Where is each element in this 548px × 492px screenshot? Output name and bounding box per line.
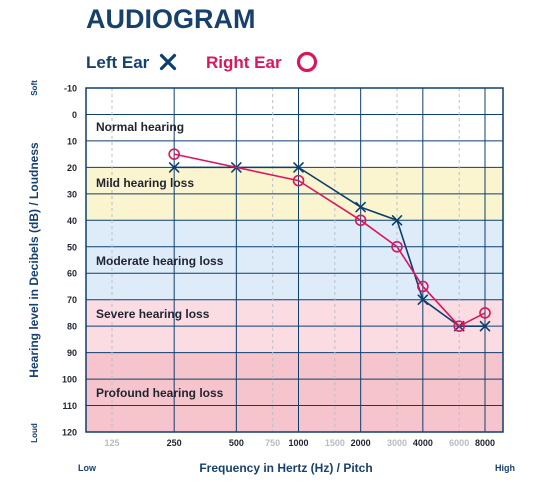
series-0-point-7-stroke-b [479,320,491,332]
series-0-point-0-stroke-b [168,162,180,173]
legend: Left Ear Right Ear [86,51,318,73]
x-tick-label-1: 250 [167,438,182,448]
y-tick-label-10: 90 [67,348,77,358]
series-0-point-0 [168,162,180,173]
y-tick-label-9: 80 [67,322,77,332]
x-axis-high-label: High [495,463,515,473]
y-tick-label-4: 30 [67,189,77,199]
series-line-0 [174,166,485,327]
x-tick-label-9: 6000 [449,438,469,448]
band-label-1: Mild hearing loss [96,176,194,190]
band-label-2: Moderate hearing loss [96,254,224,268]
x-axis-label: Frequency in Hertz (Hz) / Pitch [199,461,372,475]
y-axis-ticks: -10 0 10 20 30 40 50 60 70 80 90 100 110 120 [62,84,77,438]
series-0-point-2 [293,162,304,173]
series-0-point-7 [479,320,491,332]
series-0-point-4-stroke-b [391,215,403,226]
series-0-point-5-stroke-b [417,294,429,305]
x-tick-label-0: 125 [104,438,119,448]
legend-x-mark-stroke-b [159,53,177,71]
x-tick-label-7: 3000 [387,438,407,448]
chart-title: AUDIOGRAM [86,4,256,34]
legend-x-icon [159,53,177,71]
band-label-4: Profound hearing loss [96,386,224,400]
band-2 [86,220,503,300]
series-0-point-5 [417,294,429,305]
plot-border [85,87,504,433]
y-tick-label-12: 110 [62,401,77,411]
series-lines [168,148,491,332]
x-tick-label-8: 4000 [413,438,433,448]
band-0 [86,88,503,168]
x-tick-label-2: 500 [229,438,244,448]
band-labels: Normal hearing Mild hearing loss Moderate … [96,120,224,400]
y-tick-label-6: 50 [67,242,77,252]
y-tick-label-7: 60 [67,269,77,279]
band-label-3: Severe hearing loss [96,307,210,321]
x-tick-label-3: 750 [265,438,280,448]
y-tick-label-11: 100 [62,375,77,385]
y-axis-loud-label: Loud [30,423,39,443]
grid-lines [85,87,504,433]
x-tick-label-10: 8000 [475,438,495,448]
series-0-point-3 [355,201,366,213]
y-tick-label-0: -10 [64,84,77,94]
x-tick-label-4: 1000 [288,438,308,448]
y-axis-label: Hearing level in Decibels (dB) / Loudnes… [27,142,41,378]
x-tick-label-5: 1500 [325,438,345,448]
legend-circle-mark [296,51,318,73]
x-tick-label-6: 2000 [351,438,371,448]
y-tick-label-13: 120 [62,428,77,438]
legend-left-ear-label: Left Ear [86,53,150,72]
y-tick-label-8: 70 [67,295,77,305]
y-axis-soft-label: Soft [30,80,39,96]
series-1-point-3 [391,240,403,253]
series-1-point-1 [292,174,305,187]
y-tick-label-5: 40 [67,216,77,226]
y-tick-label-3: 20 [67,163,77,173]
legend-circle-icon [296,51,318,73]
series-1-point-0 [168,148,180,160]
series-1-point-4 [417,280,429,293]
x-axis-ticks: 125 250 500 750 1000 1500 2000 3000 4000 6000 8000 [104,438,495,448]
series-0-point-4 [391,215,403,226]
legend-right-ear-label: Right Ear [206,53,282,72]
band-label-0: Normal hearing [96,120,184,134]
y-tick-label-2: 10 [67,136,77,146]
series-0-point-2-stroke-b [293,162,304,173]
series-0-point-3-stroke-b [355,201,366,213]
legend-x-mark [159,53,177,71]
x-axis-low-label: Low [78,463,97,473]
band-4 [86,352,503,432]
series-line-1 [174,153,486,327]
series-1-point-5 [453,320,465,332]
series-1-point-2 [354,214,367,227]
y-tick-label-1: 0 [72,110,77,120]
series-1-point-6 [479,307,491,319]
